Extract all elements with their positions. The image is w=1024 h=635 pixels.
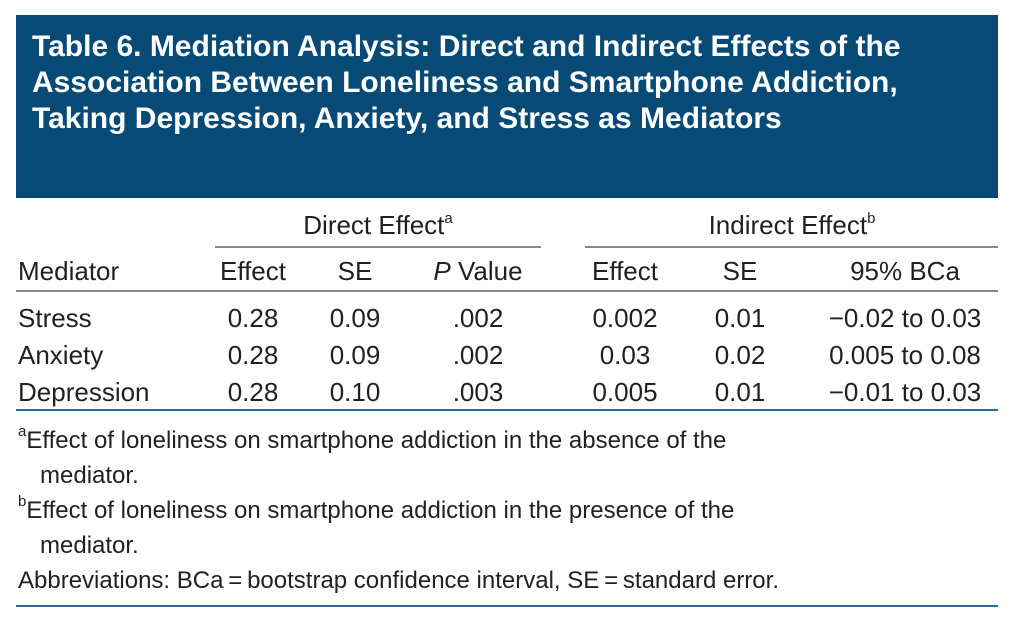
cell-indirect-se: 0.01 (714, 377, 766, 407)
cell-mediator: Depression (18, 377, 150, 407)
cell-bca: 0.005 to 0.08 (829, 340, 981, 370)
table-title: Table 6. Mediation Analysis: Direct and … (16, 15, 998, 198)
col-bca: 95% BCa (850, 256, 960, 286)
footnote-b: bEffect of loneliness on smartphone addi… (18, 493, 735, 559)
indirect-rule (585, 246, 998, 248)
header-rule (16, 290, 998, 292)
col-p-value: P Value (433, 256, 523, 286)
cell-indirect-effect: 0.03 (599, 340, 651, 370)
footnote-a: aEffect of loneliness on smartphone addi… (18, 423, 727, 489)
direct-effect-header: Direct Effecta (303, 210, 453, 240)
col-indirect-se: SE (722, 256, 758, 286)
cell-direct-effect: 0.28 (227, 377, 279, 407)
direct-rule (215, 246, 541, 248)
cell-indirect-effect: 0.002 (592, 303, 658, 333)
cell-p-value: .003 (452, 377, 504, 407)
table-bottom-rule (16, 409, 998, 411)
cell-bca: −0.01 to 0.03 (828, 377, 982, 407)
cell-indirect-se: 0.01 (714, 303, 766, 333)
footnote-bottom-rule (16, 605, 998, 607)
col-indirect-effect: Effect (591, 256, 659, 286)
cell-direct-effect: 0.28 (227, 303, 279, 333)
cell-bca: −0.02 to 0.03 (828, 303, 982, 333)
cell-mediator: Stress (18, 303, 92, 333)
cell-indirect-se: 0.02 (714, 340, 766, 370)
col-mediator: Mediator (18, 256, 120, 286)
footnote-abbreviations: Abbreviations: BCa = bootstrap confidenc… (18, 567, 779, 594)
cell-indirect-effect: 0.005 (592, 377, 658, 407)
cell-direct-se: 0.10 (329, 377, 381, 407)
cell-direct-se: 0.09 (329, 303, 381, 333)
cell-direct-effect: 0.28 (227, 340, 279, 370)
cell-p-value: .002 (452, 303, 504, 333)
col-direct-effect: Effect (219, 256, 287, 286)
cell-p-value: .002 (452, 340, 504, 370)
col-direct-se: SE (337, 256, 373, 286)
cell-mediator: Anxiety (18, 340, 104, 370)
cell-direct-se: 0.09 (329, 340, 381, 370)
indirect-effect-header: Indirect Effectb (708, 210, 876, 240)
